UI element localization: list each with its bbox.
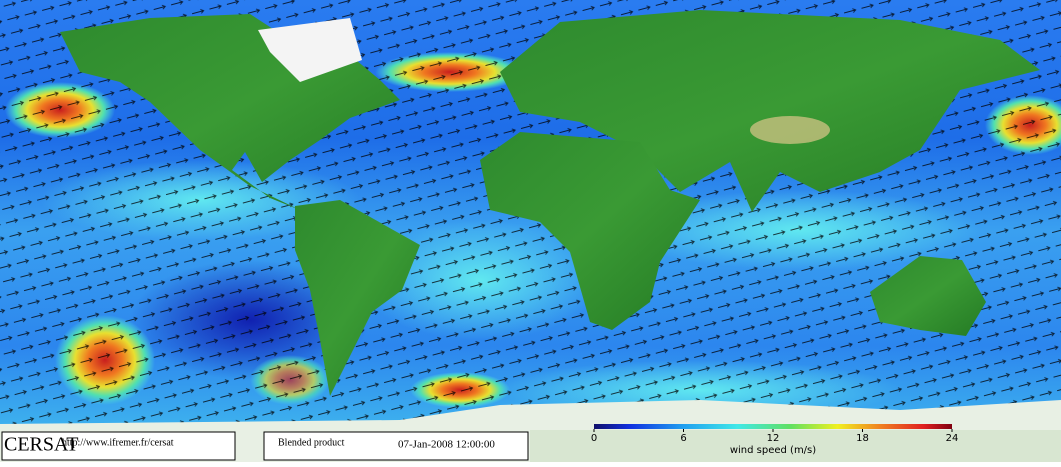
australia bbox=[870, 256, 986, 336]
colorbar-tick-label: 18 bbox=[856, 433, 869, 444]
antarctica-shade bbox=[530, 430, 1061, 462]
eurasia bbox=[500, 10, 1040, 212]
greenland-ice bbox=[258, 18, 362, 82]
product-name: Blended product bbox=[278, 437, 345, 448]
africa bbox=[480, 132, 700, 330]
colorbar-tick-label: 6 bbox=[680, 433, 686, 444]
product-date: 07-Jan-2008 12:00:00 bbox=[398, 439, 495, 451]
colorbar-tick-label: 12 bbox=[767, 433, 780, 444]
logo-box bbox=[1, 431, 236, 461]
colorbar-tick-label: 24 bbox=[946, 433, 959, 444]
logo-name: CERSAT bbox=[4, 434, 78, 456]
south-america bbox=[295, 200, 420, 396]
product-box bbox=[263, 431, 529, 461]
colorbar bbox=[594, 424, 952, 429]
logo-url[interactable]: http://www.ifremer.fr/cersat bbox=[62, 437, 174, 448]
tibet bbox=[750, 116, 830, 144]
colorbar-label: wind speed (m/s) bbox=[730, 445, 816, 456]
colorbar-tick-label: 0 bbox=[591, 433, 597, 444]
